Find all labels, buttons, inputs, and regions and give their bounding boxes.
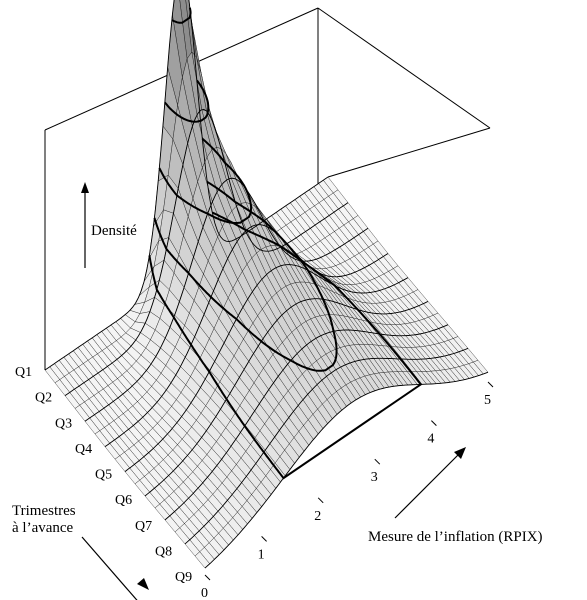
surface-mesh xyxy=(44,0,489,569)
box-edge xyxy=(317,7,491,129)
x-axis-label: Mesure de l’inflation (RPIX) xyxy=(368,529,543,545)
x-tick xyxy=(431,420,437,426)
x-tick xyxy=(487,381,494,388)
density-contour xyxy=(148,211,423,480)
box-edge xyxy=(327,127,491,178)
x-tick xyxy=(317,497,324,504)
y-axis-label-line2: à l’avance xyxy=(12,520,74,536)
y-tick-label: Q8 xyxy=(155,544,172,559)
quarter-section-line xyxy=(44,0,329,371)
y-tick-label: Q7 xyxy=(135,519,152,534)
density-contour xyxy=(153,181,338,372)
y-tick-label: Q4 xyxy=(75,442,92,457)
z-axis-label: Densité xyxy=(91,223,137,239)
quarter-section-line xyxy=(144,298,429,497)
density-contour xyxy=(158,137,253,224)
y-tick-label: Q1 xyxy=(15,365,32,380)
y-axis-label-line1: Trimestres xyxy=(12,503,76,519)
z-axis-arrow-head xyxy=(81,182,89,193)
quarter-section-line xyxy=(124,264,409,472)
quarter-section-line xyxy=(64,108,349,396)
x-axis-arrow-head xyxy=(454,447,466,459)
x-tick-label: 5 xyxy=(484,393,491,408)
x-tick xyxy=(374,458,381,465)
density-contour xyxy=(171,7,192,24)
quarter-section-line xyxy=(164,324,449,521)
y-tick-label: Q6 xyxy=(115,493,132,508)
y-axis-arrow-line xyxy=(81,536,138,600)
x-tick-label: 1 xyxy=(258,547,265,562)
x-tick-label: 4 xyxy=(427,432,434,447)
density-contours xyxy=(148,7,423,480)
x-axis-arrow-line xyxy=(394,452,461,519)
x-tick xyxy=(204,574,211,581)
density-contour xyxy=(164,79,210,123)
x-tick-label: 0 xyxy=(201,586,208,600)
quarter-section-line xyxy=(184,347,469,545)
x-tick-labels: 0 1 2 3 4 5 xyxy=(201,381,494,600)
quarter-section-line xyxy=(84,177,369,422)
quarter-section-line xyxy=(204,371,489,569)
x-tick xyxy=(261,536,267,542)
x-tick-label: 2 xyxy=(314,509,321,524)
y-tick-label: Q3 xyxy=(55,416,72,431)
x-tick-label: 3 xyxy=(371,470,378,485)
y-tick-label: Q2 xyxy=(35,391,52,406)
y-tick-label: Q9 xyxy=(175,570,192,585)
chart-box-frame xyxy=(44,7,491,370)
y-tick-label: Q5 xyxy=(95,468,112,483)
y-axis-arrow-head xyxy=(137,578,149,590)
